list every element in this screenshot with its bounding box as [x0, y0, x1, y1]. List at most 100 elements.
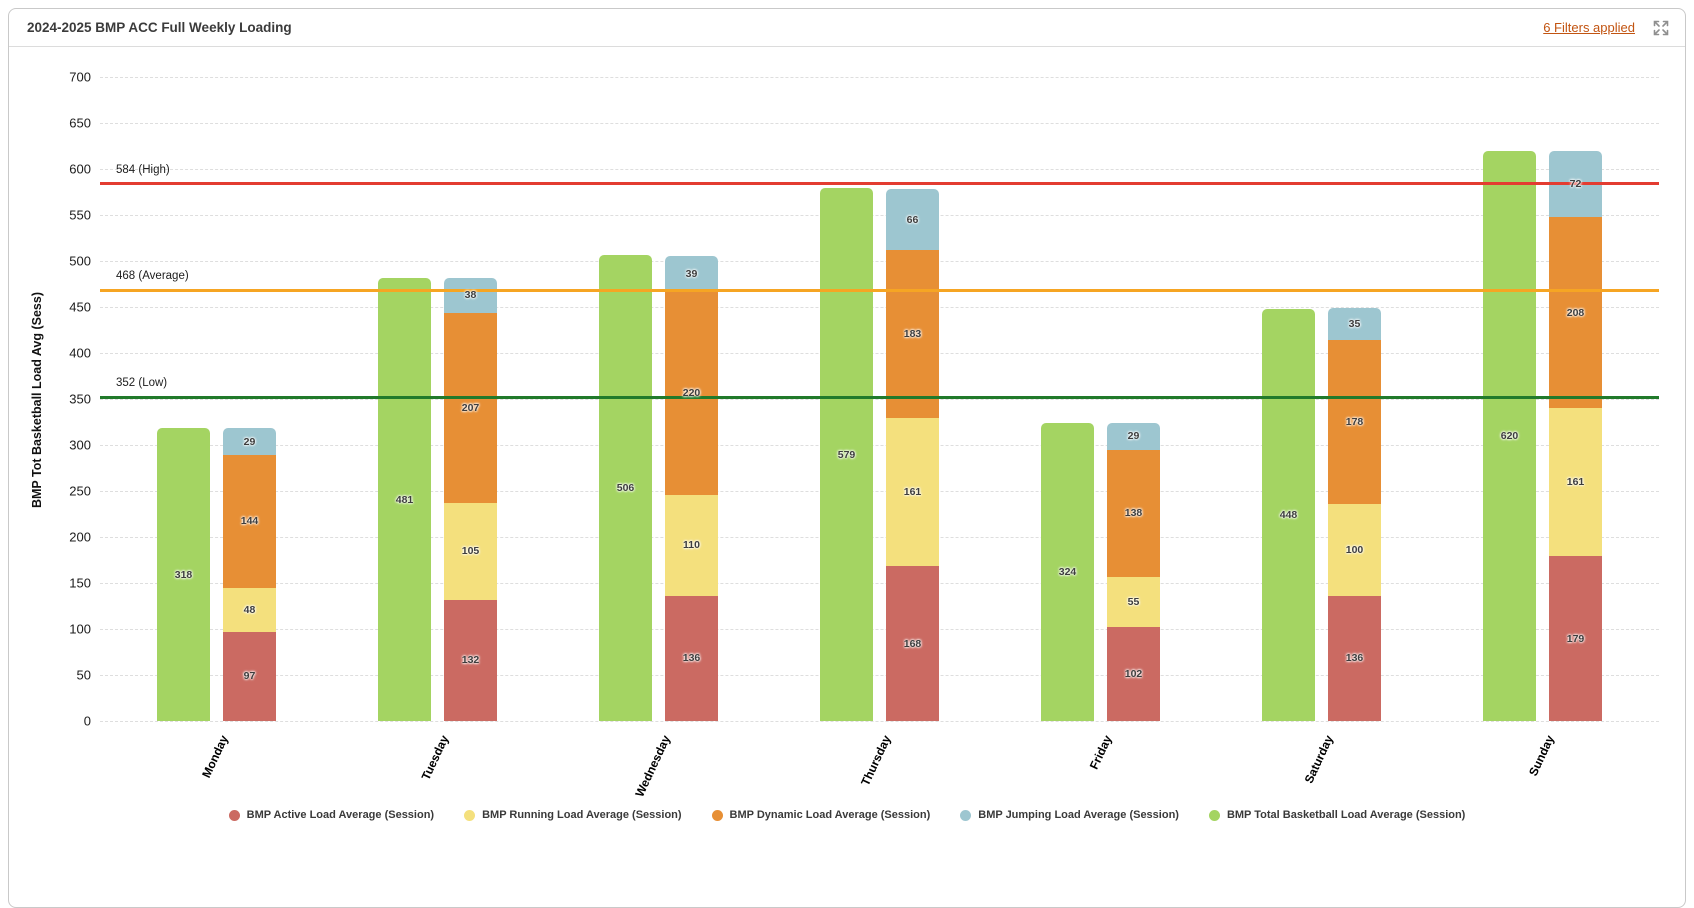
- legend-label: BMP Jumping Load Average (Session): [978, 809, 1179, 821]
- stack-segment-tuesday[interactable]: [444, 277, 497, 313]
- stack-segment-thursday[interactable]: [886, 189, 939, 250]
- y-axis-tick-label: 600: [69, 161, 91, 177]
- stack-segment-sunday[interactable]: [1549, 556, 1602, 721]
- reference-line: [100, 288, 1659, 292]
- expand-fullscreen-icon[interactable]: [1651, 18, 1671, 38]
- y-gridline: [100, 491, 1659, 492]
- stack-segment-tuesday[interactable]: [444, 599, 497, 721]
- total-bar-tuesday[interactable]: [378, 278, 431, 721]
- stack-segment-wednesday[interactable]: [665, 494, 718, 596]
- stack-segment-friday[interactable]: [1107, 422, 1160, 450]
- total-bar-saturday[interactable]: [1262, 308, 1315, 721]
- total-bar-monday[interactable]: [157, 428, 210, 721]
- total-bar-wednesday[interactable]: [599, 255, 652, 721]
- y-axis-tick-label: 200: [69, 529, 91, 545]
- reference-line-label: 352 (Low): [116, 377, 168, 390]
- legend-color-dot: [1208, 809, 1220, 821]
- y-gridline: [100, 583, 1659, 584]
- y-axis-tick-label: 50: [76, 667, 91, 683]
- stack-segment-wednesday[interactable]: [665, 595, 718, 721]
- stack-segment-tuesday[interactable]: [444, 502, 497, 600]
- y-axis-tick-label: 650: [69, 115, 91, 131]
- chart-header-actions: 6 Filters applied: [1543, 18, 1671, 38]
- stack-segment-thursday[interactable]: [886, 418, 939, 567]
- y-gridline: [100, 77, 1659, 78]
- y-axis-tick-label: 400: [69, 345, 91, 361]
- stack-segment-monday[interactable]: [223, 631, 276, 721]
- legend-label: BMP Active Load Average (Session): [246, 809, 435, 821]
- total-bar-friday[interactable]: [1041, 422, 1094, 721]
- x-axis-label: Tuesday: [418, 733, 452, 783]
- y-gridline: [100, 353, 1659, 354]
- y-gridline: [100, 123, 1659, 124]
- stack-segment-tuesday[interactable]: [444, 312, 497, 503]
- stack-segment-saturday[interactable]: [1328, 340, 1381, 504]
- stack-segment-saturday[interactable]: [1328, 503, 1381, 596]
- stack-segment-thursday[interactable]: [886, 566, 939, 721]
- y-axis-tick-label: 150: [69, 575, 91, 591]
- y-gridline: [100, 399, 1659, 400]
- stack-segment-monday[interactable]: [223, 428, 276, 456]
- stack-segment-thursday[interactable]: [886, 249, 939, 419]
- total-bar-thursday[interactable]: [820, 188, 873, 721]
- x-axis-label: Wednesday: [631, 733, 673, 800]
- y-axis-tick-label: 0: [83, 713, 91, 729]
- stack-segment-monday[interactable]: [223, 455, 276, 588]
- chart-area: BMP Tot Basketball Load Avg (Sess) BMP A…: [9, 47, 1685, 907]
- y-axis-title: BMP Tot Basketball Load Avg (Sess): [30, 292, 44, 509]
- legend-color-dot: [711, 809, 723, 821]
- y-axis-tick-label: 300: [69, 437, 91, 453]
- chart-title: 2024-2025 BMP ACC Full Weekly Loading: [27, 20, 292, 35]
- x-axis-label: Friday: [1086, 733, 1115, 772]
- y-gridline: [100, 675, 1659, 676]
- y-gridline: [100, 721, 1659, 722]
- legend-label: BMP Total Basketball Load Average (Sessi…: [1226, 809, 1466, 821]
- reference-line: [100, 182, 1659, 186]
- stack-segment-wednesday[interactable]: [665, 256, 718, 293]
- x-axis-label: Thursday: [858, 733, 894, 788]
- y-axis-tick-label: 250: [69, 483, 91, 499]
- stack-segment-sunday[interactable]: [1549, 408, 1602, 557]
- reference-line-label: 584 (High): [116, 163, 170, 176]
- legend-item[interactable]: BMP Jumping Load Average (Session): [954, 809, 1185, 821]
- total-bar-sunday[interactable]: [1483, 150, 1536, 721]
- reference-line-label: 468 (Average): [116, 270, 189, 283]
- legend-label: BMP Running Load Average (Session): [482, 809, 682, 821]
- y-axis-tick-label: 350: [69, 391, 91, 407]
- y-gridline: [100, 445, 1659, 446]
- y-axis-tick-label: 100: [69, 621, 91, 637]
- stack-segment-monday[interactable]: [223, 587, 276, 632]
- stack-segment-friday[interactable]: [1107, 449, 1160, 577]
- stack-segment-wednesday[interactable]: [665, 292, 718, 495]
- y-gridline: [100, 537, 1659, 538]
- chart-card: 2024-2025 BMP ACC Full Weekly Loading 6 …: [8, 8, 1686, 908]
- x-axis-label: Monday: [198, 733, 231, 781]
- legend-item[interactable]: BMP Total Basketball Load Average (Sessi…: [1203, 809, 1471, 821]
- y-axis-tick-label: 500: [69, 253, 91, 269]
- chart-legend: BMP Active Load Average (Session) BMP Run…: [9, 809, 1685, 821]
- filters-applied-link[interactable]: 6 Filters applied: [1543, 20, 1635, 35]
- reference-line: [100, 395, 1659, 399]
- chart-card-header: 2024-2025 BMP ACC Full Weekly Loading 6 …: [9, 9, 1685, 47]
- stack-segment-sunday[interactable]: [1549, 216, 1602, 409]
- y-axis-tick-label: 450: [69, 299, 91, 315]
- x-axis-label: Sunday: [1525, 733, 1557, 779]
- y-gridline: [100, 169, 1659, 170]
- stack-segment-saturday[interactable]: [1328, 307, 1381, 341]
- y-gridline: [100, 261, 1659, 262]
- y-gridline: [100, 629, 1659, 630]
- y-axis-tick-label: 700: [69, 69, 91, 85]
- legend-item[interactable]: BMP Running Load Average (Session): [458, 809, 687, 821]
- x-axis-label: Saturday: [1301, 733, 1336, 786]
- stack-segment-friday[interactable]: [1107, 627, 1160, 721]
- legend-color-dot: [960, 809, 972, 821]
- legend-color-dot: [228, 809, 240, 821]
- legend-label: BMP Dynamic Load Average (Session): [729, 809, 931, 821]
- y-axis-tick-label: 550: [69, 207, 91, 223]
- stack-segment-friday[interactable]: [1107, 576, 1160, 628]
- y-gridline: [100, 307, 1659, 308]
- stack-segment-saturday[interactable]: [1328, 595, 1381, 721]
- legend-item[interactable]: BMP Dynamic Load Average (Session): [706, 809, 937, 821]
- legend-item[interactable]: BMP Active Load Average (Session): [223, 809, 440, 821]
- y-gridline: [100, 215, 1659, 216]
